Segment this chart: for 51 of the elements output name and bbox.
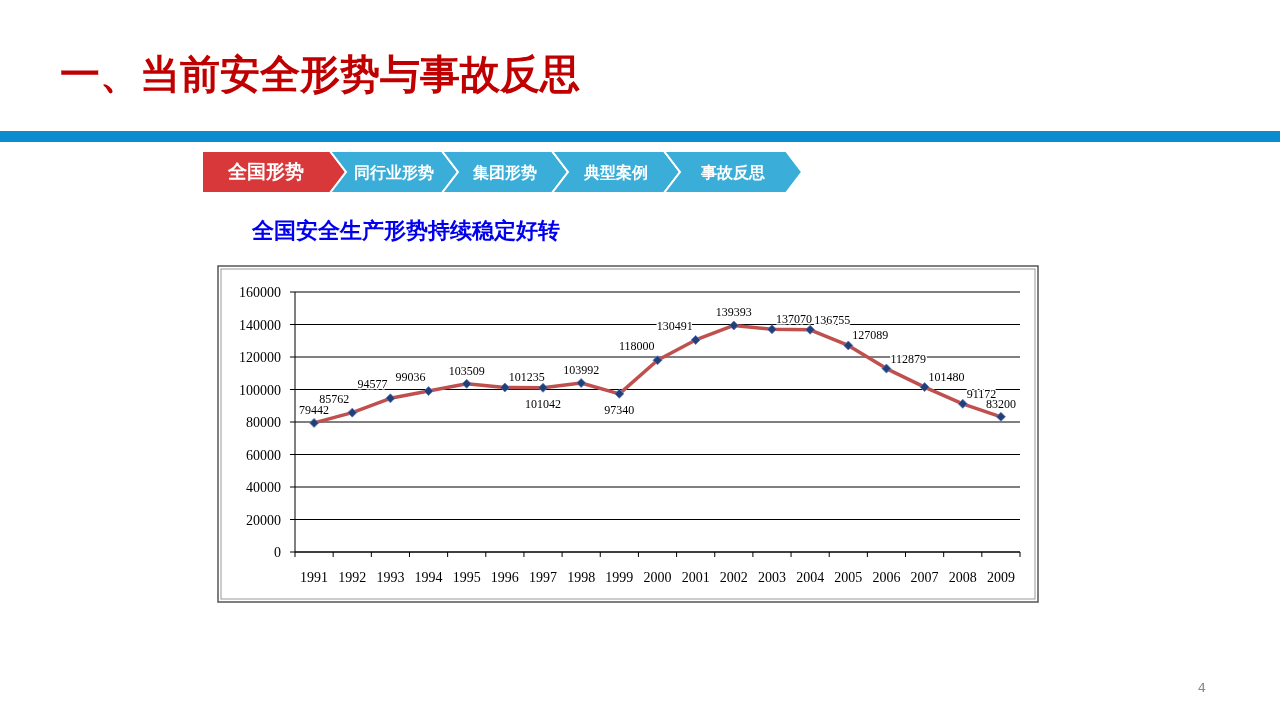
y-tick-label: 100000 bbox=[239, 382, 281, 398]
chart-title: 一、当前安全形势与事故反思 bbox=[60, 51, 580, 97]
data-label: 136755 bbox=[814, 312, 851, 327]
y-tick-label: 40000 bbox=[246, 480, 281, 495]
data-label: 91172 bbox=[966, 386, 997, 401]
y-tick-label: 0 bbox=[274, 545, 281, 560]
data-label: 101480 bbox=[928, 370, 965, 385]
x-tick-label: 2005 bbox=[834, 570, 863, 585]
data-label: 103509 bbox=[448, 363, 485, 378]
data-label: 118000 bbox=[618, 339, 655, 354]
data-label: 101042 bbox=[525, 396, 562, 411]
x-tick-label: 1999 bbox=[605, 570, 634, 585]
x-tick-label: 1998 bbox=[567, 570, 596, 585]
x-tick-label: 2004 bbox=[796, 570, 825, 585]
data-label: 94577 bbox=[357, 377, 388, 392]
text: 集团形势 bbox=[472, 163, 537, 182]
x-tick-label: 1991 bbox=[300, 570, 329, 585]
y-tick-label: 60000 bbox=[246, 447, 281, 463]
text: 全国形势 bbox=[227, 160, 304, 182]
x-tick-label: 2009 bbox=[986, 570, 1015, 585]
text: 4 bbox=[1197, 680, 1207, 695]
x-tick-label: 1996 bbox=[490, 570, 519, 585]
x-tick-label: 1994 bbox=[414, 570, 443, 585]
y-tick-label: 140000 bbox=[239, 317, 281, 333]
x-tick-label: 2008 bbox=[948, 570, 977, 585]
data-label: 137070 bbox=[775, 312, 812, 327]
x-tick-label: 2001 bbox=[681, 570, 710, 585]
text: 事故反思 bbox=[700, 163, 765, 182]
y-tick-label: 20000 bbox=[246, 512, 281, 528]
data-label: 103992 bbox=[563, 363, 600, 378]
data-label: 99036 bbox=[395, 370, 426, 385]
x-tick-label: 2003 bbox=[757, 570, 786, 585]
data-label: 112879 bbox=[890, 351, 927, 366]
x-tick-label: 1993 bbox=[376, 570, 405, 585]
data-label: 127089 bbox=[852, 328, 889, 343]
x-tick-label: 2006 bbox=[872, 570, 901, 585]
text: 典型案例 bbox=[583, 163, 648, 182]
y-tick-label: 160000 bbox=[239, 285, 281, 300]
data-label: 101235 bbox=[508, 370, 545, 385]
x-tick-label: 1997 bbox=[529, 570, 558, 585]
y-tick-label: 120000 bbox=[239, 350, 281, 365]
x-tick-label: 1992 bbox=[338, 570, 367, 585]
x-tick-label: 1995 bbox=[452, 570, 481, 585]
y-tick-label: 80000 bbox=[246, 415, 281, 430]
data-label: 139393 bbox=[715, 305, 752, 320]
x-tick-label: 2000 bbox=[643, 570, 672, 585]
x-tick-label: 2007 bbox=[910, 570, 939, 585]
text: 同行业形势 bbox=[354, 163, 434, 182]
data-label: 97340 bbox=[604, 402, 635, 417]
chart-subtitle: 全国安全生产形势持续稳定好转 bbox=[251, 218, 560, 243]
x-tick-label: 2002 bbox=[719, 570, 748, 585]
